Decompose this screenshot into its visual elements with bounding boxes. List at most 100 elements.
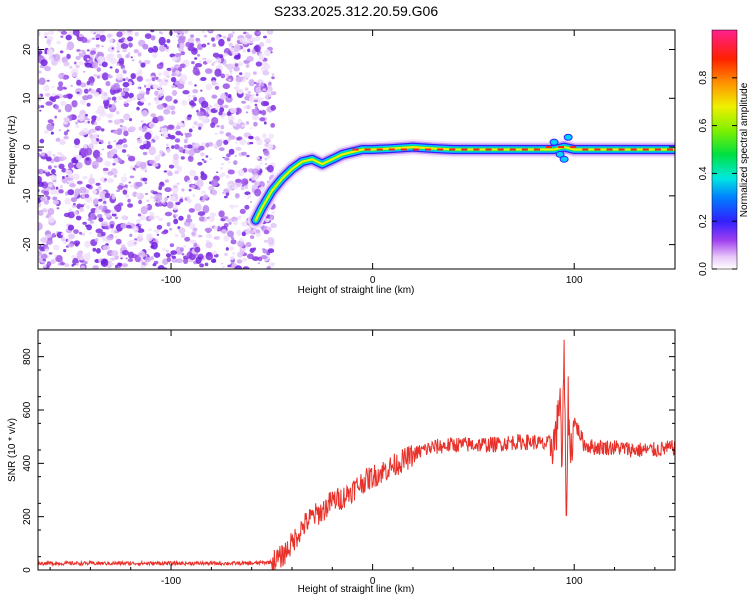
- noise-blob: [60, 236, 65, 242]
- noise-blob: [172, 204, 178, 211]
- noise-blob: [237, 215, 242, 220]
- noise-blob: [221, 163, 224, 166]
- noise-blob: [171, 56, 178, 62]
- noise-blob: [118, 139, 124, 145]
- noise-blob: [181, 253, 185, 256]
- x-tick-label: 100: [566, 576, 583, 587]
- noise-blob: [174, 128, 177, 131]
- noise-blob: [122, 189, 128, 195]
- noise-blob: [240, 186, 245, 191]
- noise-blob: [115, 207, 120, 211]
- noise-blob: [46, 39, 52, 45]
- noise-blob: [133, 49, 139, 54]
- noise-blob: [75, 121, 78, 125]
- noise-blob: [196, 179, 204, 188]
- noise-blob: [50, 174, 57, 181]
- noise-blob: [86, 205, 90, 209]
- noise-blob: [244, 204, 250, 210]
- noise-blob: [235, 178, 242, 183]
- noise-blob: [51, 168, 56, 175]
- noise-blob: [95, 228, 103, 234]
- noise-blob: [241, 221, 248, 227]
- noise-blob: [182, 90, 190, 95]
- noise-blob: [173, 218, 179, 225]
- y-tick-label: 800: [22, 348, 33, 365]
- noise-blob: [159, 130, 162, 133]
- noise-blob: [241, 151, 247, 156]
- noise-blob: [114, 68, 120, 74]
- snr-series: [38, 339, 675, 570]
- noise-blob: [66, 170, 73, 176]
- noise-blob: [38, 222, 43, 231]
- colorbar-tick-label: 0.2: [698, 214, 709, 228]
- noise-blob: [96, 51, 105, 58]
- noise-blob: [94, 125, 102, 131]
- noise-blob: [231, 262, 235, 264]
- noise-blob: [234, 155, 237, 157]
- ridge-perturbation: [563, 133, 573, 141]
- noise-blob: [188, 188, 192, 192]
- noise-blob: [237, 251, 243, 258]
- noise-blob: [226, 111, 232, 117]
- noise-blob: [166, 105, 172, 110]
- y-tick-label: 200: [22, 508, 33, 525]
- noise-blob: [219, 130, 224, 135]
- noise-blob: [40, 152, 46, 157]
- noise-blob: [142, 43, 149, 50]
- noise-blob: [157, 115, 164, 122]
- noise-blob: [105, 80, 111, 87]
- noise-blob: [157, 97, 163, 101]
- y-tick-label: 20: [22, 44, 33, 56]
- noise-blob: [223, 139, 229, 145]
- spectrogram-frame: [37, 29, 676, 270]
- noise-blob: [63, 117, 69, 122]
- noise-blob: [38, 250, 42, 256]
- noise-blob: [176, 83, 185, 90]
- noise-blob: [239, 237, 244, 242]
- noise-blob: [60, 185, 63, 189]
- x-tick-label: -100: [161, 576, 181, 587]
- noise-blob: [194, 246, 201, 253]
- noise-blob: [216, 171, 219, 174]
- snr-panel: -100 0 100 0 200 400 600 800 Height of straigh…: [7, 329, 676, 595]
- noise-blob: [236, 137, 241, 141]
- noise-blob: [253, 247, 257, 251]
- noise-blob: [120, 244, 126, 248]
- noise-blob: [47, 119, 54, 124]
- noise-blob: [119, 253, 123, 258]
- noise-blob: [102, 245, 110, 251]
- noise-blob: [74, 188, 81, 196]
- noise-blob: [85, 158, 90, 161]
- noise-blob: [82, 95, 90, 101]
- noise-blob: [81, 204, 84, 208]
- noise-blob: [181, 188, 185, 192]
- noise-blob: [194, 203, 202, 212]
- noise-blob: [233, 220, 238, 226]
- noise-blob: [65, 34, 72, 41]
- noise-blob: [97, 55, 105, 65]
- noise-blob: [127, 52, 131, 56]
- noise-blob: [113, 130, 118, 135]
- noise-blob: [205, 111, 209, 114]
- noise-blob: [222, 216, 229, 220]
- noise-blob: [191, 61, 195, 65]
- noise-blob: [88, 143, 94, 150]
- noise-blob: [193, 175, 199, 181]
- noise-blob: [256, 31, 261, 35]
- noise-blob: [140, 120, 144, 123]
- noise-blob: [68, 208, 73, 213]
- noise-blob: [121, 263, 128, 268]
- noise-blob: [98, 110, 107, 117]
- noise-blob: [83, 203, 86, 206]
- noise-blob: [235, 76, 243, 83]
- noise-blob: [60, 35, 64, 38]
- noise-blob: [221, 116, 224, 119]
- noise-blob: [40, 59, 48, 67]
- noise-blob: [248, 79, 255, 87]
- noise-blob: [84, 193, 90, 199]
- noise-blob: [44, 36, 48, 38]
- noise-blob: [144, 193, 149, 195]
- noise-blob: [217, 98, 224, 106]
- noise-blob: [138, 126, 143, 131]
- noise-blob: [198, 59, 202, 63]
